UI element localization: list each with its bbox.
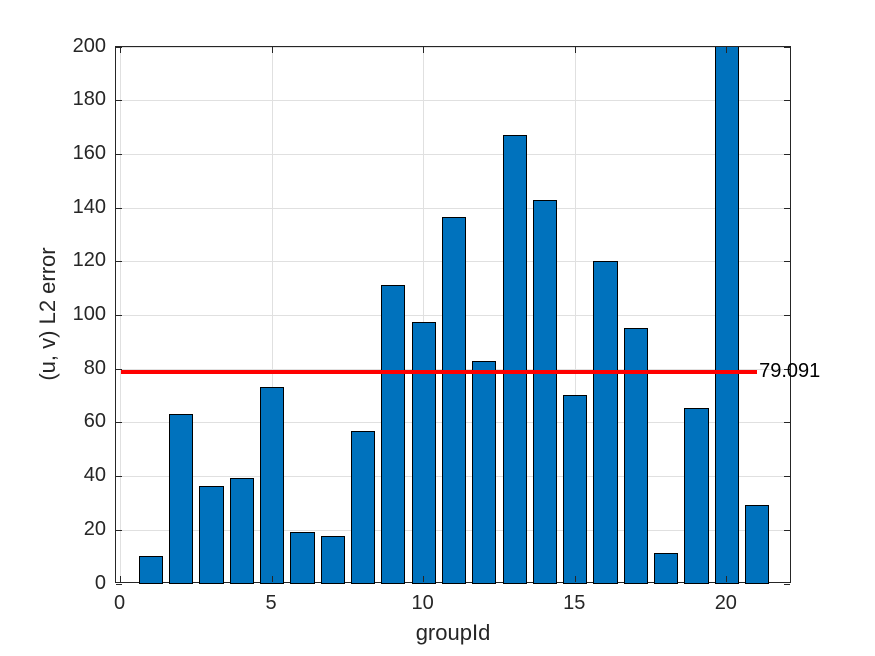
bar <box>714 47 739 584</box>
y-tick-left <box>116 583 122 585</box>
y-tick-label: 200 <box>72 34 106 57</box>
y-tick-label: 20 <box>83 517 106 540</box>
y-tick-left <box>116 476 122 478</box>
x-axis-label: groupId <box>415 620 491 645</box>
x-tick-top <box>271 47 273 53</box>
x-tick-label: 15 <box>563 592 586 614</box>
bar <box>472 360 497 584</box>
y-tick-label: 40 <box>83 464 106 487</box>
y-tick-right <box>784 46 790 48</box>
plot-area <box>115 46 791 585</box>
bar <box>229 478 254 584</box>
bar <box>502 134 527 584</box>
y-tick-left <box>116 529 122 531</box>
x-tick-top <box>726 47 728 53</box>
y-tick-right <box>784 100 790 102</box>
x-tick-top <box>574 47 576 53</box>
y-tick-label: 140 <box>72 195 106 218</box>
y-tick-label: 100 <box>72 303 106 325</box>
bar <box>169 413 194 584</box>
y-tick-left <box>116 422 122 424</box>
bar <box>350 431 376 584</box>
y-tick-left <box>116 46 122 48</box>
y-tick-left <box>116 100 122 102</box>
y-gridline <box>116 207 790 209</box>
x-tick-bottom <box>423 576 425 582</box>
x-gridline <box>271 47 273 582</box>
y-tick-left <box>116 153 122 155</box>
bar <box>259 387 285 584</box>
bar <box>411 322 436 584</box>
x-tick-label: 10 <box>411 592 434 614</box>
y-tick-right <box>784 476 790 478</box>
bar <box>441 217 467 584</box>
bar <box>138 556 163 584</box>
y-tick-right <box>784 207 790 209</box>
y-tick-left <box>116 261 122 263</box>
bar <box>623 328 648 584</box>
y-gridline <box>116 153 790 155</box>
x-tick-label: 20 <box>714 592 737 614</box>
y-tick-right <box>784 261 790 263</box>
y-tick-left <box>116 207 122 209</box>
y-tick-label: 120 <box>72 249 106 272</box>
y-gridline <box>116 46 790 48</box>
y-tick-label: 180 <box>72 88 106 111</box>
x-tick-top <box>423 47 425 53</box>
bar <box>381 285 406 584</box>
bar <box>593 260 618 584</box>
bar <box>199 485 224 584</box>
x-gridline <box>423 47 425 582</box>
y-tick-left <box>116 368 122 370</box>
y-tick-right <box>784 153 790 155</box>
y-tick-right <box>784 422 790 424</box>
bar <box>684 408 709 584</box>
y-tick-right <box>784 583 790 585</box>
x-tick-label: 5 <box>265 592 277 614</box>
reference-line <box>120 369 758 374</box>
y-tick-label: 160 <box>72 141 106 164</box>
bar <box>654 552 679 584</box>
x-tick-bottom <box>120 576 122 582</box>
y-gridline <box>116 100 790 102</box>
x-tick-bottom <box>726 576 728 582</box>
x-tick-bottom <box>271 576 273 582</box>
bar <box>290 531 315 584</box>
x-gridline <box>574 47 576 582</box>
x-tick-label: 0 <box>113 592 126 614</box>
y-tick-left <box>116 315 122 316</box>
y-tick-label: 80 <box>83 356 106 379</box>
y-tick-label: 60 <box>83 410 106 433</box>
refline-label: 79.091 <box>759 359 821 382</box>
bar <box>532 200 558 584</box>
bar <box>320 535 345 584</box>
x-tick-bottom <box>574 576 576 582</box>
y-tick-right <box>784 529 790 531</box>
y-tick-right <box>784 315 790 316</box>
x-tick-top <box>120 47 122 53</box>
bar <box>745 505 770 584</box>
y-tick-right <box>784 368 790 370</box>
bar <box>563 394 588 584</box>
y-tick-label: 0 <box>94 571 106 594</box>
x-gridline <box>120 47 122 582</box>
